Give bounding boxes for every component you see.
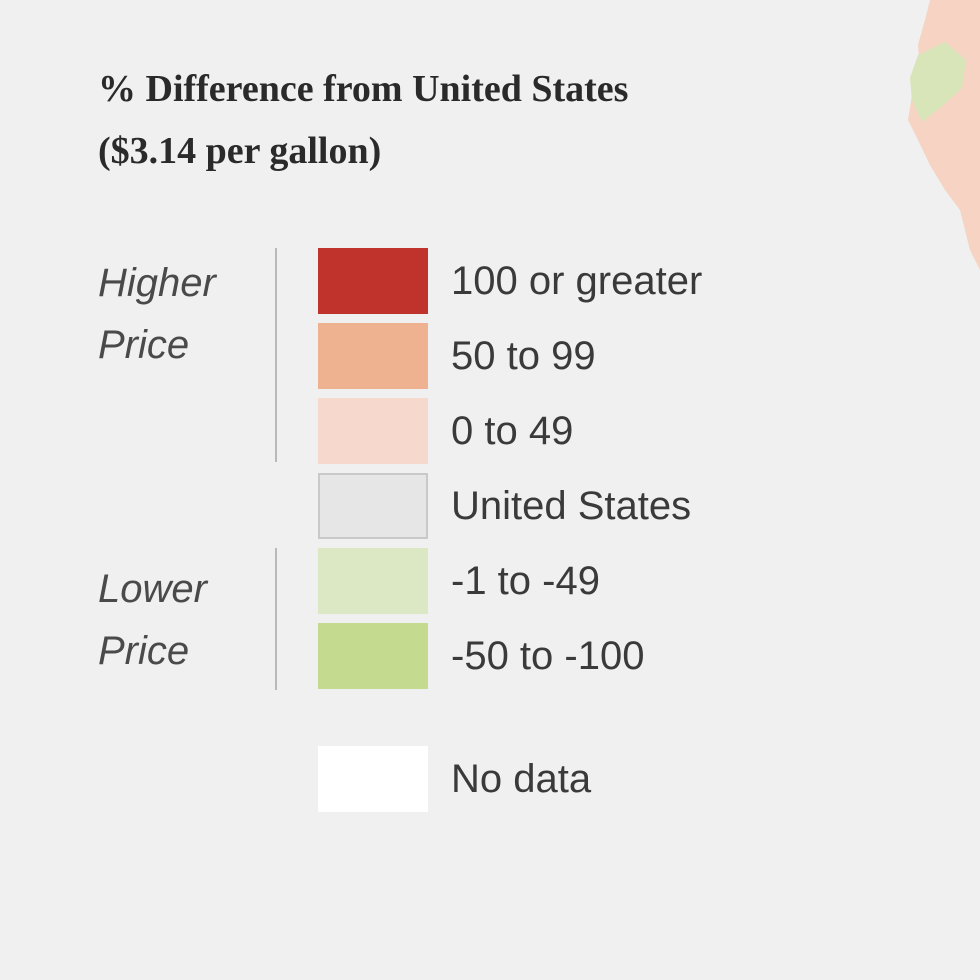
legend-swatch-50-99	[318, 323, 428, 389]
legend-swatch-neg50-neg100	[318, 623, 428, 689]
legend-item-label: -50 to -100	[451, 634, 645, 678]
legend-item-label: 0 to 49	[451, 409, 574, 453]
legend-title: % Difference from United States ($3.14 p…	[98, 58, 628, 182]
legend-swatch-0-49	[318, 398, 428, 464]
legend-swatch-neg1-neg49	[318, 548, 428, 614]
map-fragment	[908, 0, 980, 270]
legend-item-label: United States	[451, 484, 692, 528]
legend-swatch-no-data	[318, 746, 428, 812]
higher-price-bracket	[275, 248, 277, 462]
legend-item-label: 50 to 99	[451, 334, 596, 378]
legend-title-line1: % Difference from United States	[98, 68, 629, 110]
legend-swatch-us	[318, 473, 428, 539]
legend-item-label: -1 to -49	[451, 559, 600, 603]
higher-price-label: Higher Price	[98, 261, 216, 367]
lower-price-bracket	[275, 548, 277, 690]
lower-price-label: Lower Price	[98, 567, 207, 673]
legend-title-line2: ($3.14 per gallon)	[98, 130, 382, 172]
legend-item-label: 100 or greater	[451, 259, 703, 303]
legend-swatch-100-plus	[318, 248, 428, 314]
legend-item-label: No data	[451, 757, 592, 801]
